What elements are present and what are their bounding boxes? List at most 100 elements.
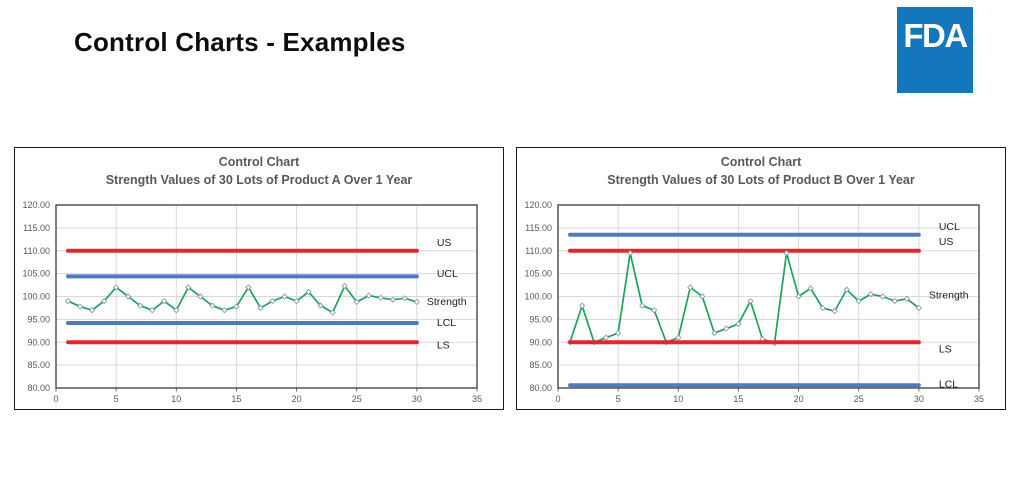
data-point-marker <box>795 293 802 300</box>
strength-line <box>569 252 920 345</box>
x-axis-tick-label: 15 <box>231 394 241 404</box>
data-point-marker <box>891 297 898 305</box>
x-axis-tick-label: 25 <box>352 394 362 404</box>
y-axis-tick-label: 90.00 <box>27 337 50 347</box>
series-label-us: US <box>939 236 954 248</box>
data-point-marker <box>221 307 228 314</box>
data-point-marker <box>185 284 192 291</box>
x-axis-tick-label: 20 <box>292 394 302 404</box>
x-axis-tick-label: 35 <box>974 394 984 404</box>
fda-logo-text: FDA <box>903 17 968 54</box>
data-point-marker <box>317 302 324 309</box>
data-point-marker <box>329 309 336 316</box>
data-point-marker <box>819 304 826 312</box>
y-axis-tick-label: 105.00 <box>22 269 50 279</box>
data-point-marker <box>639 302 646 309</box>
data-point-marker <box>711 329 718 337</box>
slide-title: Control Charts - Examples <box>74 27 406 57</box>
data-point-marker <box>389 296 396 303</box>
x-axis-tick-label: 5 <box>114 394 119 404</box>
y-axis-tick-label: 105.00 <box>524 269 552 279</box>
y-axis-tick-label: 110.00 <box>23 246 50 256</box>
x-axis-tick-label: 30 <box>412 394 422 404</box>
series-label-ucl: UCL <box>437 268 458 280</box>
data-point-marker <box>197 293 204 300</box>
data-point-marker <box>735 320 742 328</box>
data-point-marker <box>125 293 132 300</box>
x-axis-tick-label: 35 <box>472 394 482 404</box>
series-label-strength: Strength <box>929 290 969 302</box>
strength-line <box>67 285 418 314</box>
y-axis-tick-label: 120.00 <box>22 200 50 210</box>
data-point-marker <box>88 307 96 314</box>
data-point-marker <box>615 329 622 337</box>
data-point-marker <box>855 297 862 305</box>
data-point-marker <box>377 294 384 302</box>
data-point-marker <box>413 298 420 306</box>
data-point-marker <box>747 297 754 305</box>
data-point-marker <box>341 282 348 290</box>
data-point-marker <box>651 307 658 314</box>
x-axis-tick-label: 0 <box>555 394 560 404</box>
control-chart-card-product-a: Control Chart Strength Values of 30 Lots… <box>14 147 504 410</box>
y-axis-tick-label: 95.00 <box>529 314 552 324</box>
data-point-marker <box>699 293 706 300</box>
chart-subtitle: Strength Values of 30 Lots of Product B … <box>607 173 915 187</box>
series-label-ucl: UCL <box>939 221 960 233</box>
series-label-lcl: LCL <box>939 378 958 390</box>
data-point-marker <box>113 284 120 291</box>
data-point-marker <box>293 297 300 305</box>
data-point-marker <box>365 292 372 299</box>
data-point-marker <box>401 295 408 302</box>
x-axis-tick-label: 0 <box>53 394 58 404</box>
chart-plot-product-b: 80.00 85.00 90.00 95.00 100.00 105.00 110.00 11… <box>524 200 984 404</box>
data-point-marker <box>578 302 586 309</box>
series-label-ls: LS <box>939 344 952 356</box>
data-point-marker <box>675 334 682 341</box>
data-point-marker <box>687 284 694 291</box>
plot-area-border <box>55 204 478 389</box>
data-point-marker <box>161 297 168 305</box>
chart-subtitle: Strength Values of 30 Lots of Product A … <box>105 173 413 187</box>
x-axis-tick-label: 20 <box>794 394 804 404</box>
data-point-marker <box>149 307 156 314</box>
control-chart-card-product-b: Control Chart Strength Values of 30 Lots… <box>516 147 1006 410</box>
data-point-marker <box>305 288 312 296</box>
y-axis-tick-label: 100.00 <box>22 292 50 302</box>
data-point-marker <box>627 249 634 257</box>
data-point-marker <box>353 298 360 306</box>
data-point-marker <box>233 303 240 310</box>
data-point-marker <box>209 302 216 309</box>
chart-plot-product-a: 80.00 85.00 90.00 95.00 100.00 105.00 110.00 11… <box>22 200 482 404</box>
data-point-marker <box>64 297 72 305</box>
data-point-marker <box>269 297 276 305</box>
data-point-marker <box>879 293 886 300</box>
y-axis-tick-label: 80.00 <box>27 383 50 393</box>
series-label-strength: Strength <box>427 296 467 308</box>
y-axis-tick-label: 115.00 <box>23 223 50 233</box>
data-point-marker <box>807 285 814 292</box>
data-point-marker <box>173 307 180 314</box>
y-axis-tick-label: 85.00 <box>529 360 552 370</box>
data-point-marker <box>602 334 610 341</box>
x-axis-tick-label: 30 <box>914 394 924 404</box>
fda-logo: FDA <box>897 7 973 93</box>
x-axis-tick-label: 25 <box>854 394 864 404</box>
chart-title: Control Chart <box>218 155 300 169</box>
y-axis-tick-label: 110.00 <box>525 246 552 256</box>
data-point-marker <box>831 308 838 315</box>
x-axis-tick-label: 15 <box>733 394 743 404</box>
data-point-marker <box>915 304 922 312</box>
data-point-marker <box>843 286 850 293</box>
data-point-marker <box>723 325 730 332</box>
y-axis-tick-label: 80.00 <box>529 383 552 393</box>
data-point-marker <box>100 297 108 305</box>
chart-title: Control Chart <box>720 155 802 169</box>
data-point-marker <box>903 295 910 302</box>
data-point-marker <box>281 293 288 300</box>
y-axis-tick-label: 100.00 <box>524 292 552 302</box>
y-axis-tick-label: 90.00 <box>529 337 552 347</box>
data-point-marker <box>76 303 84 310</box>
data-point-marker <box>783 249 790 257</box>
